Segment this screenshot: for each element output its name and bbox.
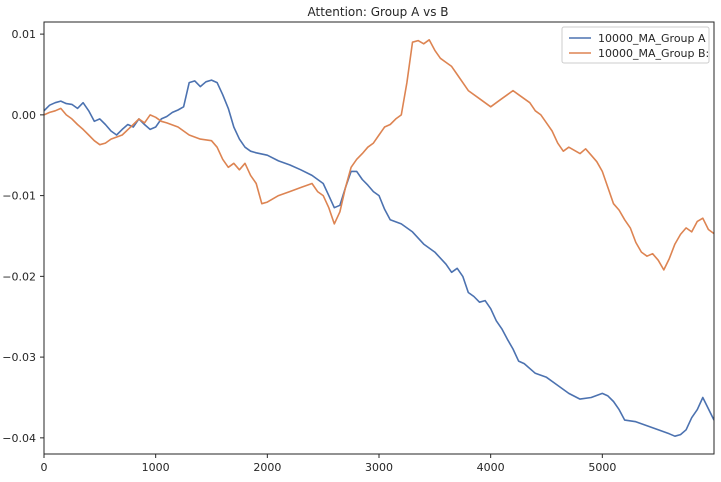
- legend-label: 10000_MA_Group B:: [598, 47, 709, 60]
- x-tick-label: 4000: [477, 461, 505, 474]
- legend: 10000_MA_Group A 10000_MA_Group B:: [561, 26, 710, 64]
- y-tick-label: −0.03: [2, 351, 36, 364]
- chart-title: Attention: Group A vs B: [307, 5, 448, 19]
- x-tick-label: 0: [41, 461, 48, 474]
- plot-frame: [43, 21, 715, 455]
- x-tick-label: 3000: [365, 461, 393, 474]
- x-tick-label: 1000: [142, 461, 170, 474]
- series-line-group-b: [44, 38, 714, 271]
- y-tick-label: −0.04: [2, 432, 36, 445]
- legend-box: [561, 26, 710, 64]
- y-axis: 0.01 0.00 −0.01 −0.02 −0.03 −0.04: [2, 28, 44, 445]
- series-layer: [44, 38, 714, 438]
- legend-label: 10000_MA_Group A: [598, 32, 706, 45]
- x-tick-label: 2000: [253, 461, 281, 474]
- y-tick-label: −0.01: [2, 190, 36, 203]
- series-line-group-a: [44, 79, 714, 438]
- y-tick-label: −0.02: [2, 270, 36, 283]
- x-tick-label: 5000: [588, 461, 616, 474]
- y-tick-label: 0.00: [12, 109, 37, 122]
- y-tick-label: 0.01: [12, 28, 37, 41]
- x-axis: 0 1000 2000 3000 4000 5000: [41, 454, 616, 474]
